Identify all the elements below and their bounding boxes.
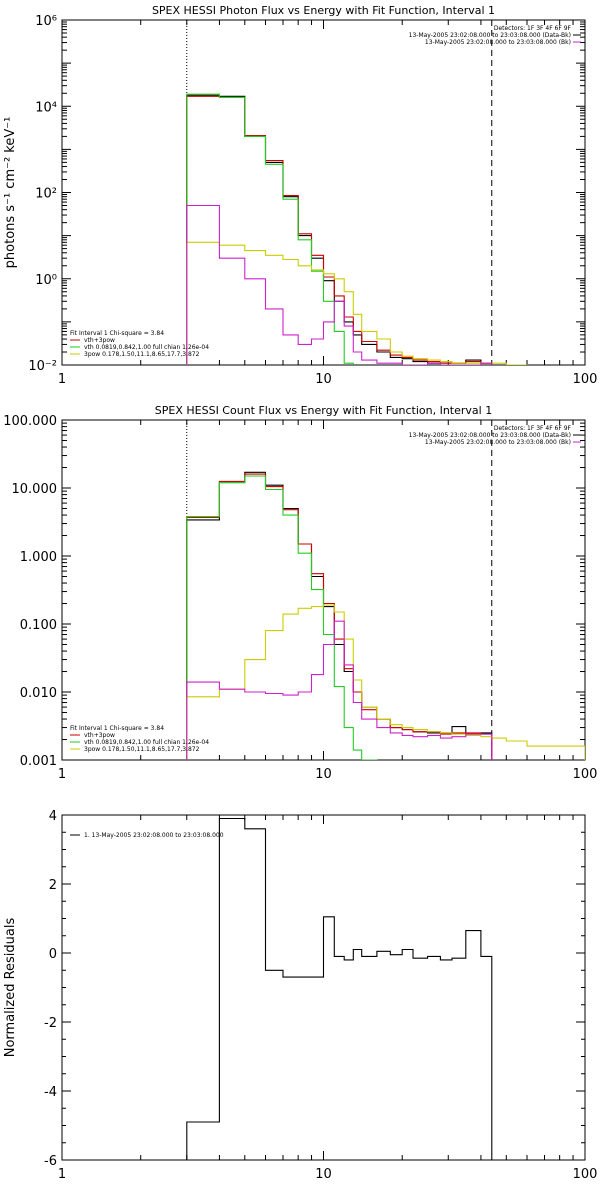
- series-vth-3pow-line: [186, 473, 493, 760]
- y-tick-label: 10⁴: [35, 100, 57, 115]
- y-tick-label: 0.100: [20, 618, 57, 633]
- x-tick-label: 100: [573, 1167, 598, 1182]
- legend-top-entry: 13-May-2005 23:02:08.000 to 23:03:08.000…: [425, 39, 571, 46]
- residuals-panel: 1 10 100 -6 -4 -2 0 2 4 Normalized Residuals 1. 13…: [3, 809, 597, 1182]
- plot-frame: [61, 814, 586, 1161]
- series-vth-3pow-line: [186, 95, 493, 365]
- y-tick-label: 10⁶: [35, 14, 57, 29]
- series-vth-line: [186, 475, 378, 760]
- series-bk-line: [186, 620, 493, 760]
- y-tick-label: -6: [44, 1154, 57, 1169]
- y-tick-label: 10.000: [12, 482, 58, 497]
- x-tick-label: 100: [573, 767, 598, 782]
- series-vth-line: [186, 93, 354, 365]
- legend-bottom-entry: vth 0.0819,0.842,1.00 full chian 1.26e-0…: [84, 344, 209, 351]
- x-tick-label: 1: [58, 1167, 66, 1182]
- y-tick-label: 2: [49, 878, 57, 893]
- photon-flux-panel: SPEX HESSI Photon Flux vs Energy with Fi…: [3, 4, 597, 387]
- legend-bottom-entry: 3pow 0.178,1.50,11.1,8.65,17.7,3.872: [84, 351, 200, 358]
- legend-top-entry: 13-May-2005 23:02:08.000 to 23:03:08.000…: [409, 32, 571, 39]
- y-tick-label: 0.010: [20, 686, 57, 701]
- y-tick-label: -2: [44, 1016, 57, 1031]
- y-tick-label: 1.000: [20, 550, 57, 565]
- x-tick-label: 10: [315, 372, 332, 387]
- legend-entry: 1. 13-May-2005 23:02:08.000 to 23:03:08.…: [84, 832, 224, 839]
- y-axis-label: Normalized Residuals: [3, 918, 18, 1058]
- x-tick-label: 1: [58, 767, 66, 782]
- x-tick-label: 10: [315, 1167, 332, 1182]
- y-tick-label: 10⁰: [35, 273, 57, 288]
- legend-top-entry: 13-May-2005 23:02:08.000 to 23:03:08.000…: [409, 432, 571, 439]
- legend-bottom-entry: vth 0.0819,0.842,1.00 full chian 1.26e-0…: [84, 739, 209, 746]
- legend-bottom-entry: vth+3pow: [84, 337, 115, 344]
- series-bk-line: [186, 204, 493, 365]
- y-tick-label: 0.001: [20, 754, 57, 769]
- legend-top-entry: Detectors: 1F 3F 4F 6F 9F: [494, 425, 572, 432]
- y-tick-label: 10⁻²: [28, 359, 57, 374]
- legend-bottom-entry: Fit Interval 1 Chi-square = 3.84: [70, 330, 164, 337]
- legend-top-entry: 13-May-2005 23:02:08.000 to 23:03:08.000…: [425, 439, 571, 446]
- plot-area: [186, 817, 493, 1160]
- legend-bottom-entry: 3pow 0.178,1.50,11.1,8.65,17.7,3.872: [84, 746, 200, 753]
- y-tick-label: 10²: [35, 187, 57, 202]
- count-flux-panel: SPEX HESSI Count Flux vs Energy with Fit…: [3, 404, 597, 782]
- y-tick-label: 0: [49, 947, 57, 962]
- series-series-line: [186, 817, 493, 1160]
- series-3pow-line: [186, 241, 528, 365]
- plot-area: [186, 93, 528, 365]
- legend-bottom-entry: vth+3pow: [84, 732, 115, 739]
- y-tick-label: -4: [44, 1085, 57, 1100]
- y-axis-label: photons s⁻¹ cm⁻² keV⁻¹: [3, 117, 18, 269]
- y-tick-label: 100.000: [3, 414, 57, 429]
- x-tick-label: 100: [573, 372, 598, 387]
- legend-top-entry: Detectors: 1F 3F 4F 6F 9F: [494, 25, 572, 32]
- x-tick-label: 10: [315, 767, 332, 782]
- plot-area: [186, 471, 585, 760]
- chart-title: SPEX HESSI Count Flux vs Energy with Fit…: [155, 404, 492, 417]
- y-tick-label: 4: [49, 809, 57, 824]
- series-data-bk-line: [186, 94, 493, 365]
- chart-title: SPEX HESSI Photon Flux vs Energy with Fi…: [152, 4, 495, 17]
- series-3pow-line: [186, 604, 585, 760]
- x-tick-label: 1: [58, 372, 66, 387]
- plot-frame: [61, 19, 586, 366]
- legend-bottom-entry: Fit Interval 1 Chi-square = 3.84: [70, 725, 164, 732]
- series-data-bk-line: [186, 471, 493, 760]
